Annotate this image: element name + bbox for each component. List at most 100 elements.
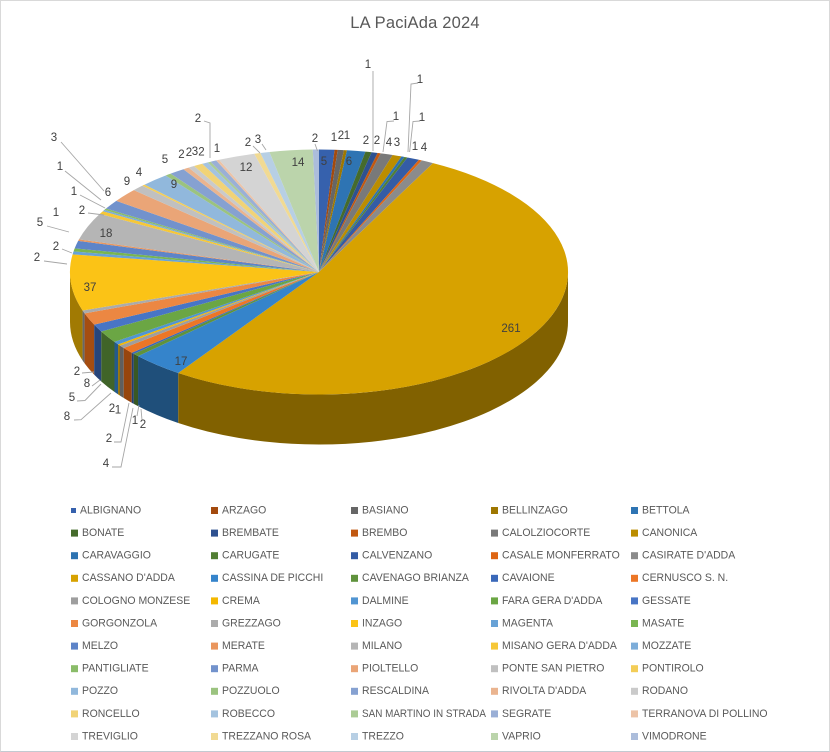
svg-text:GREZZAGO: GREZZAGO bbox=[222, 617, 281, 629]
svg-text:8: 8 bbox=[84, 378, 90, 390]
svg-text:RONCELLO: RONCELLO bbox=[82, 708, 140, 720]
svg-text:BETTOLA: BETTOLA bbox=[642, 504, 690, 516]
svg-text:CASIRATE D'ADDA: CASIRATE D'ADDA bbox=[642, 550, 736, 562]
svg-text:1: 1 bbox=[331, 132, 337, 144]
svg-text:CALOLZIOCORTE: CALOLZIOCORTE bbox=[502, 527, 590, 539]
svg-text:2: 2 bbox=[245, 137, 251, 149]
svg-text:PANTIGLIATE: PANTIGLIATE bbox=[82, 663, 149, 675]
svg-text:CARUGATE: CARUGATE bbox=[222, 550, 279, 562]
svg-text:SAN MARTINO IN STRADA: SAN MARTINO IN STRADA bbox=[362, 708, 487, 720]
svg-text:PONTE SAN PIETRO: PONTE SAN PIETRO bbox=[502, 663, 604, 675]
svg-text:6: 6 bbox=[346, 156, 352, 168]
svg-text:2: 2 bbox=[79, 205, 85, 217]
svg-text:1: 1 bbox=[419, 112, 425, 124]
svg-text:FARA GERA D'ADDA: FARA GERA D'ADDA bbox=[502, 595, 603, 607]
svg-text:BREMBATE: BREMBATE bbox=[222, 527, 279, 539]
svg-text:2: 2 bbox=[198, 147, 204, 159]
svg-text:5: 5 bbox=[69, 392, 75, 404]
svg-text:RIVOLTA D'ADDA: RIVOLTA D'ADDA bbox=[502, 685, 587, 697]
svg-text:PONTIROLO: PONTIROLO bbox=[642, 663, 704, 675]
svg-text:12: 12 bbox=[240, 162, 253, 174]
svg-text:PIOLTELLO: PIOLTELLO bbox=[362, 663, 418, 675]
svg-text:CASALE MONFERRATO: CASALE MONFERRATO bbox=[502, 550, 620, 562]
svg-text:BREMBO: BREMBO bbox=[362, 527, 407, 539]
svg-text:CASSINA DE PICCHI: CASSINA DE PICCHI bbox=[222, 572, 323, 584]
svg-text:ARZAGO: ARZAGO bbox=[222, 504, 266, 516]
svg-text:5: 5 bbox=[37, 217, 43, 229]
svg-text:RESCALDINA: RESCALDINA bbox=[362, 685, 430, 697]
svg-text:9: 9 bbox=[171, 179, 177, 191]
svg-text:2: 2 bbox=[140, 419, 146, 431]
svg-text:COLOGNO MONZESE: COLOGNO MONZESE bbox=[82, 595, 190, 607]
svg-text:VAPRIO: VAPRIO bbox=[502, 730, 541, 742]
svg-text:1: 1 bbox=[344, 130, 350, 142]
svg-text:POZZO: POZZO bbox=[82, 685, 118, 697]
svg-text:4: 4 bbox=[136, 167, 143, 179]
svg-text:17: 17 bbox=[175, 356, 188, 368]
svg-text:DALMINE: DALMINE bbox=[362, 595, 409, 607]
svg-text:TERRANOVA DI POLLINO: TERRANOVA DI POLLINO bbox=[642, 708, 768, 720]
svg-text:SEGRATE: SEGRATE bbox=[502, 708, 551, 720]
svg-text:9: 9 bbox=[124, 176, 130, 188]
svg-text:MAGENTA: MAGENTA bbox=[502, 617, 554, 629]
svg-text:2: 2 bbox=[338, 130, 344, 142]
svg-text:CREMA: CREMA bbox=[222, 595, 261, 607]
svg-text:2: 2 bbox=[363, 135, 369, 147]
svg-text:1: 1 bbox=[417, 74, 423, 86]
svg-text:2: 2 bbox=[106, 433, 112, 445]
svg-text:5: 5 bbox=[162, 154, 168, 166]
svg-text:TREZZANO ROSA: TREZZANO ROSA bbox=[222, 730, 312, 742]
svg-text:2: 2 bbox=[109, 403, 115, 415]
svg-text:LA PaciAda 2024: LA PaciAda 2024 bbox=[350, 14, 480, 32]
svg-text:BONATE: BONATE bbox=[82, 527, 124, 539]
svg-text:MOZZATE: MOZZATE bbox=[642, 640, 691, 652]
svg-text:6: 6 bbox=[105, 187, 111, 199]
svg-text:ROBECCO: ROBECCO bbox=[222, 708, 275, 720]
svg-text:GORGONZOLA: GORGONZOLA bbox=[82, 617, 158, 629]
svg-text:2: 2 bbox=[178, 149, 184, 161]
svg-text:3: 3 bbox=[192, 146, 198, 158]
svg-text:CERNUSCO S. N.: CERNUSCO S. N. bbox=[642, 572, 728, 584]
svg-text:1: 1 bbox=[412, 141, 418, 153]
svg-text:14: 14 bbox=[292, 157, 305, 169]
svg-text:1: 1 bbox=[115, 405, 121, 417]
svg-text:MASATE: MASATE bbox=[642, 617, 684, 629]
svg-text:GESSATE: GESSATE bbox=[642, 595, 691, 607]
svg-text:MILANO: MILANO bbox=[362, 640, 402, 652]
svg-text:2: 2 bbox=[312, 133, 318, 145]
svg-text:1: 1 bbox=[393, 111, 399, 123]
svg-text:2: 2 bbox=[195, 113, 201, 125]
svg-text:3: 3 bbox=[394, 137, 400, 149]
svg-text:TREZZO: TREZZO bbox=[362, 730, 404, 742]
svg-text:POZZUOLO: POZZUOLO bbox=[222, 685, 280, 697]
svg-text:MERATE: MERATE bbox=[222, 640, 265, 652]
svg-text:VIMODRONE: VIMODRONE bbox=[642, 730, 707, 742]
svg-text:37: 37 bbox=[84, 282, 97, 294]
svg-text:ALBIGNANO: ALBIGNANO bbox=[80, 504, 141, 516]
svg-text:8: 8 bbox=[64, 411, 70, 423]
svg-text:CANONICA: CANONICA bbox=[642, 527, 698, 539]
svg-text:1: 1 bbox=[132, 415, 138, 427]
svg-text:MELZO: MELZO bbox=[82, 640, 118, 652]
svg-text:CARAVAGGIO: CARAVAGGIO bbox=[82, 550, 151, 562]
svg-text:RODANO: RODANO bbox=[642, 685, 688, 697]
svg-text:2: 2 bbox=[374, 135, 380, 147]
svg-text:3: 3 bbox=[255, 134, 261, 146]
svg-text:PARMA: PARMA bbox=[222, 663, 259, 675]
svg-text:CAVAIONE: CAVAIONE bbox=[502, 572, 555, 584]
svg-text:TREVIGLIO: TREVIGLIO bbox=[82, 730, 138, 742]
svg-text:1: 1 bbox=[57, 161, 63, 173]
svg-text:1: 1 bbox=[71, 186, 77, 198]
svg-text:4: 4 bbox=[421, 142, 428, 154]
svg-text:CALVENZANO: CALVENZANO bbox=[362, 550, 432, 562]
svg-text:2: 2 bbox=[186, 147, 192, 159]
svg-text:5: 5 bbox=[321, 156, 327, 168]
svg-text:4: 4 bbox=[103, 458, 110, 470]
svg-text:CASSANO D'ADDA: CASSANO D'ADDA bbox=[82, 572, 176, 584]
svg-text:2: 2 bbox=[34, 252, 40, 264]
svg-text:2: 2 bbox=[74, 366, 80, 378]
svg-text:18: 18 bbox=[100, 228, 113, 240]
svg-text:4: 4 bbox=[386, 137, 393, 149]
svg-text:3: 3 bbox=[51, 132, 57, 144]
svg-text:1: 1 bbox=[53, 207, 59, 219]
